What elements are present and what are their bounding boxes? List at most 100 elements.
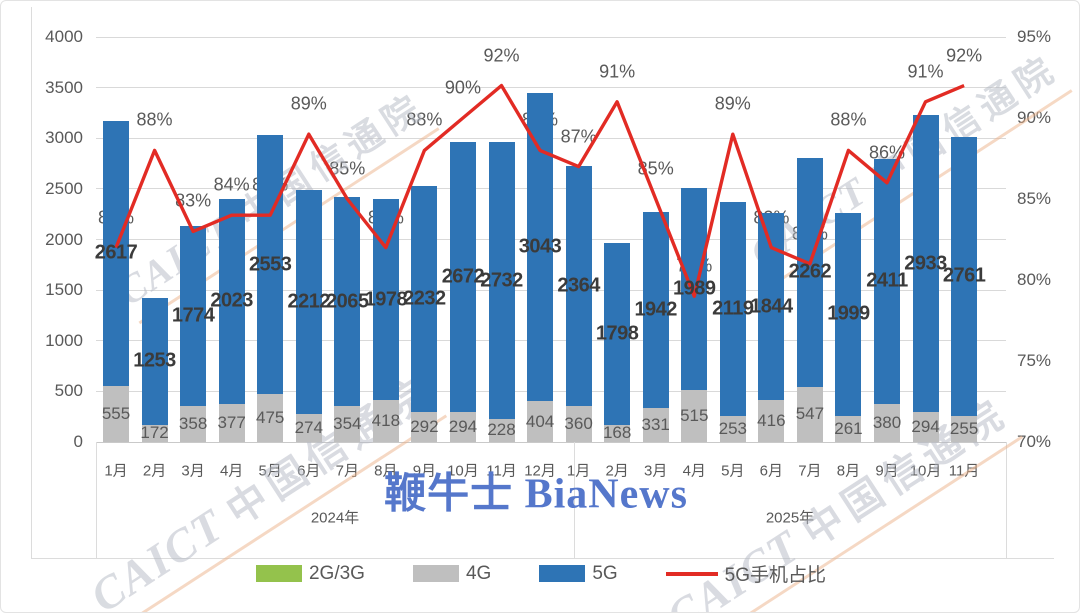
4g-value-label: 168 (602, 423, 632, 443)
5g-value-label: 2617 (94, 241, 138, 264)
y-axis-tick-right: 80% (1017, 270, 1052, 289)
4g-value-label: 292 (410, 417, 439, 437)
gridline (96, 441, 1006, 443)
bar-segment-4g (103, 385, 129, 442)
legend-label: 5G (592, 562, 618, 584)
4g-value-label: 475 (256, 407, 285, 427)
bar-segment-4g (141, 424, 168, 442)
5g-value-label: 2672 (441, 265, 485, 288)
x-axis-month-label: 6月 (759, 462, 784, 480)
y-axis-tick-left: 2000 (45, 229, 83, 249)
bar-segment-4g (180, 405, 207, 442)
5g-value-label: 1999 (827, 302, 870, 325)
4g-value-label: 547 (795, 404, 825, 424)
5g-value-label: 2411 (866, 269, 908, 292)
gridline (96, 87, 1006, 89)
x-axis-month-label: 1月 (104, 462, 128, 480)
4g-value-label: 331 (641, 415, 670, 435)
y-axis-tick-left: 3000 (45, 128, 83, 148)
bar-segment-4g (295, 414, 322, 442)
x-axis-month-label: 5月 (721, 462, 745, 480)
bar-segment-4g (912, 412, 939, 442)
4g-value-label: 274 (294, 418, 323, 438)
4g-value-label: 515 (680, 405, 709, 425)
x-axis-month-label: 7月 (798, 462, 822, 480)
y-axis-tick-left: 1000 (45, 330, 83, 350)
bar-segment-4g (334, 406, 361, 442)
bar-segment-4g (951, 416, 978, 442)
pct-label: 89% (714, 93, 751, 114)
4g-value-label: 377 (217, 412, 246, 432)
4g-value-label: 228 (487, 420, 516, 440)
gridline (96, 36, 1006, 38)
x-axis-month-label: 4月 (682, 462, 706, 480)
5g-value-label: 2933 (904, 252, 947, 275)
4g-value-label: 358 (178, 413, 208, 433)
y-axis-tick-right: 75% (1017, 351, 1052, 370)
4g-value-label: 354 (333, 414, 362, 434)
y-axis-tick-right: 85% (1017, 189, 1052, 208)
5g-value-label: 2212 (287, 290, 331, 313)
5g-value-label: 1774 (171, 304, 215, 327)
5g-value-label: 2732 (480, 269, 523, 292)
y-axis-tick-left: 0 (73, 432, 83, 451)
y-axis-tick-left: 2500 (45, 178, 83, 198)
x-axis-month-label: 8月 (836, 462, 861, 480)
category-divider-1 (574, 442, 575, 558)
x-axis-month-label: 3月 (181, 462, 205, 480)
y-axis-tick-left: 4000 (45, 27, 83, 46)
legend-item-5G: 5G手机占比 (665, 560, 827, 587)
bar-segment-4g (681, 389, 708, 442)
chart-legend: 2G/3G 4G 5G 5G手机占比 (1, 560, 1079, 587)
y-axis-tick-right: 70% (1017, 432, 1052, 451)
bianews-watermark: 鞭牛士 BiaNews (384, 471, 688, 518)
5g-value-label: 1989 (673, 277, 716, 300)
bar-segment-4g (642, 408, 669, 442)
plot-left-border (31, 7, 32, 558)
5g-value-label: 1942 (634, 298, 677, 321)
bar-segment-4g (257, 393, 284, 442)
legend-swatch (539, 565, 586, 582)
pct-label: 87% (560, 126, 597, 147)
bar-segment-4g (411, 412, 438, 442)
y-axis-tick-right: 95% (1017, 27, 1052, 46)
x-axis-month-label: 11月 (486, 462, 517, 480)
x-axis-month-label: 9月 (875, 462, 899, 480)
x-axis-month-label: 2月 (142, 462, 167, 480)
category-divider-0 (96, 442, 97, 558)
y-axis-tick-right: 90% (1017, 108, 1052, 127)
pct-label: 91% (599, 61, 636, 82)
bar-segment-4g (372, 399, 399, 442)
legend-item-4G: 4G (412, 563, 491, 585)
pct-label: 88% (830, 109, 867, 130)
4g-value-label: 253 (718, 419, 747, 439)
caict-watermark-latin: CAICT (81, 498, 234, 613)
x-axis-month-label: 9月 (412, 462, 437, 480)
5g-value-label: 1253 (133, 349, 176, 372)
legend-label: 5G手机占比 (724, 565, 827, 586)
x-axis-month-label: 3月 (644, 462, 668, 480)
y-axis-tick-left: 500 (54, 381, 83, 401)
legend-swatch (412, 565, 459, 582)
bar-segment-4g (527, 401, 554, 442)
4g-value-label: 416 (757, 410, 786, 430)
x-axis-month-label: 1月 (566, 462, 591, 480)
pct-label: 91% (907, 61, 944, 82)
y-axis-tick-left: 1500 (45, 280, 83, 300)
pct-label: 92% (946, 45, 983, 66)
5g-value-label: 1844 (750, 295, 793, 318)
legend-line-swatch (665, 571, 718, 576)
bar-segment-4g (565, 405, 592, 442)
5g-value-label: 2065 (326, 290, 369, 313)
x-axis-month-label: 11月 (948, 462, 980, 480)
legend-label: 2G/3G (308, 562, 365, 584)
4g-value-label: 255 (949, 419, 979, 439)
x-axis-month-label: 12月 (524, 462, 556, 480)
5g-value-label: 2262 (788, 260, 832, 283)
bar-segment-4g (218, 403, 245, 442)
4g-value-label: 172 (140, 423, 169, 443)
plot-bottom-border (31, 558, 1054, 559)
x-axis-month-label: 6月 (297, 462, 321, 480)
4g-value-label: 555 (101, 403, 131, 423)
